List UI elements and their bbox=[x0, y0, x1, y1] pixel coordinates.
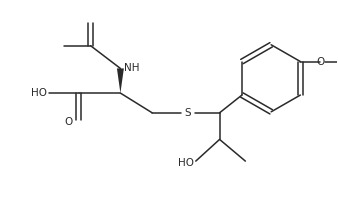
Text: S: S bbox=[185, 108, 191, 118]
Text: O: O bbox=[316, 57, 324, 67]
Text: O: O bbox=[65, 117, 73, 127]
Text: NH: NH bbox=[124, 63, 140, 73]
Polygon shape bbox=[117, 68, 124, 93]
Text: HO: HO bbox=[178, 158, 194, 168]
Text: HO: HO bbox=[31, 88, 47, 98]
